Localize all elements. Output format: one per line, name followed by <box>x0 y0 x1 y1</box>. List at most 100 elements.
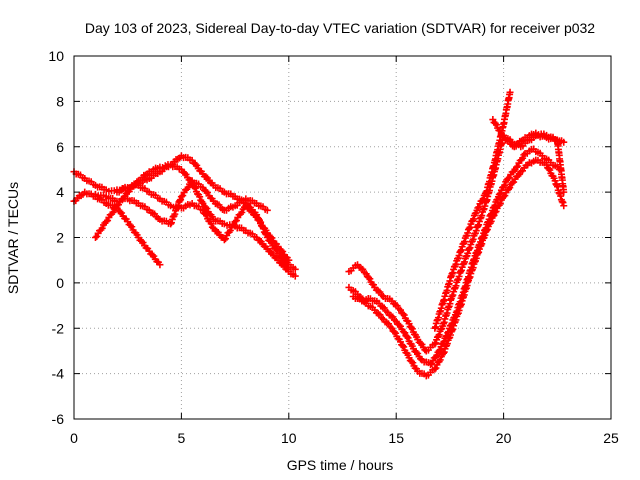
interpolated-points <box>136 236 152 253</box>
x-tick-label: 5 <box>178 430 186 446</box>
y-tick-label: 2 <box>56 230 64 246</box>
interpolated-points <box>466 206 481 231</box>
interpolated-points <box>147 164 162 176</box>
interpolated-points <box>287 263 297 272</box>
interpolated-points <box>510 170 523 186</box>
interpolated-points <box>147 170 162 182</box>
marker-layer <box>70 88 568 380</box>
series-track-3 <box>91 161 299 280</box>
data-point <box>177 193 185 201</box>
interpolated-points <box>147 190 162 202</box>
interpolated-points <box>276 259 291 273</box>
interpolated-points <box>457 226 472 254</box>
x-tick-label: 10 <box>281 430 297 446</box>
interpolated-points <box>355 263 368 276</box>
interpolated-points <box>200 172 216 187</box>
interpolated-points <box>158 197 173 209</box>
interpolated-points <box>200 202 216 221</box>
data-point <box>167 220 175 228</box>
interpolated-points <box>505 166 519 182</box>
y-tick-label: -6 <box>52 411 65 427</box>
interpolated-points <box>406 357 420 373</box>
interpolated-points <box>445 311 459 336</box>
interpolated-points <box>552 180 567 207</box>
interpolated-points <box>496 176 511 197</box>
interpolated-points <box>519 137 531 150</box>
interpolated-points <box>212 184 226 195</box>
data-point <box>231 218 239 226</box>
interpolated-points <box>416 369 428 378</box>
data-point <box>431 340 439 348</box>
interpolated-points <box>254 216 270 234</box>
data-point <box>506 88 514 96</box>
interpolated-points <box>351 295 364 303</box>
interpolated-points <box>449 269 464 299</box>
interpolated-points <box>137 184 151 195</box>
interpolated-points <box>363 273 377 289</box>
interpolated-points <box>244 229 258 241</box>
interpolated-points <box>483 159 498 195</box>
interpolated-points <box>190 159 205 175</box>
x-tick-label: 25 <box>603 430 619 446</box>
series-track-7 <box>345 156 568 380</box>
interpolated-points <box>94 191 108 200</box>
y-tick-label: -2 <box>52 320 65 336</box>
interpolated-points <box>254 236 270 251</box>
interpolated-points <box>137 202 151 213</box>
x-tick-label: 0 <box>70 430 78 446</box>
series-track-10 <box>489 116 568 196</box>
interpolated-points <box>265 247 281 262</box>
interpolated-points <box>136 170 151 184</box>
interpolated-points <box>147 250 162 266</box>
interpolated-points <box>93 219 109 240</box>
interpolated-points <box>449 248 464 277</box>
interpolated-points <box>179 178 195 200</box>
interpolated-points <box>385 311 398 324</box>
data-point <box>291 265 299 273</box>
data-point <box>508 179 516 187</box>
interpolated-points <box>436 332 451 354</box>
interpolated-points <box>501 180 515 200</box>
interpolated-points <box>514 151 528 170</box>
series-track-8 <box>349 145 563 369</box>
interpolated-points <box>540 154 553 164</box>
interpolated-points <box>411 347 425 363</box>
interpolated-points <box>536 158 548 167</box>
y-tick-label: 4 <box>56 184 64 200</box>
interpolated-points <box>554 139 567 194</box>
interpolated-points <box>104 203 120 225</box>
interpolated-points <box>200 209 216 231</box>
data-point <box>220 236 228 244</box>
interpolated-points <box>428 348 442 367</box>
interpolated-points <box>190 179 205 191</box>
interpolated-points <box>369 297 381 305</box>
chart-title: Day 103 of 2023, Sidereal Day-to-day VTE… <box>85 20 595 36</box>
interpolated-points <box>528 156 540 167</box>
interpolated-points <box>394 320 407 336</box>
data-point <box>102 218 110 226</box>
data-point <box>91 234 99 241</box>
interpolated-points <box>488 193 502 218</box>
interpolated-points <box>243 204 259 219</box>
y-tick-label: 10 <box>48 48 64 64</box>
interpolated-points <box>169 203 183 211</box>
interpolated-points <box>372 286 386 299</box>
interpolated-points <box>424 366 437 379</box>
y-tick-label: 8 <box>56 93 64 109</box>
y-tick-label: 0 <box>56 275 64 291</box>
interpolated-points <box>424 341 437 354</box>
interpolated-points <box>466 223 481 252</box>
interpolated-points <box>432 322 447 347</box>
interpolated-points <box>287 270 297 278</box>
data-point <box>431 365 439 373</box>
x-tick-label: 20 <box>496 430 512 446</box>
interpolated-points <box>265 232 281 248</box>
data-point <box>435 347 443 355</box>
interpolated-points <box>457 246 472 274</box>
data-point <box>465 224 473 232</box>
interpolated-points <box>116 195 129 206</box>
y-axis-label: SDTVAR / TECUs <box>5 182 21 294</box>
interpolated-points <box>549 161 561 171</box>
interpolated-points <box>462 258 477 290</box>
